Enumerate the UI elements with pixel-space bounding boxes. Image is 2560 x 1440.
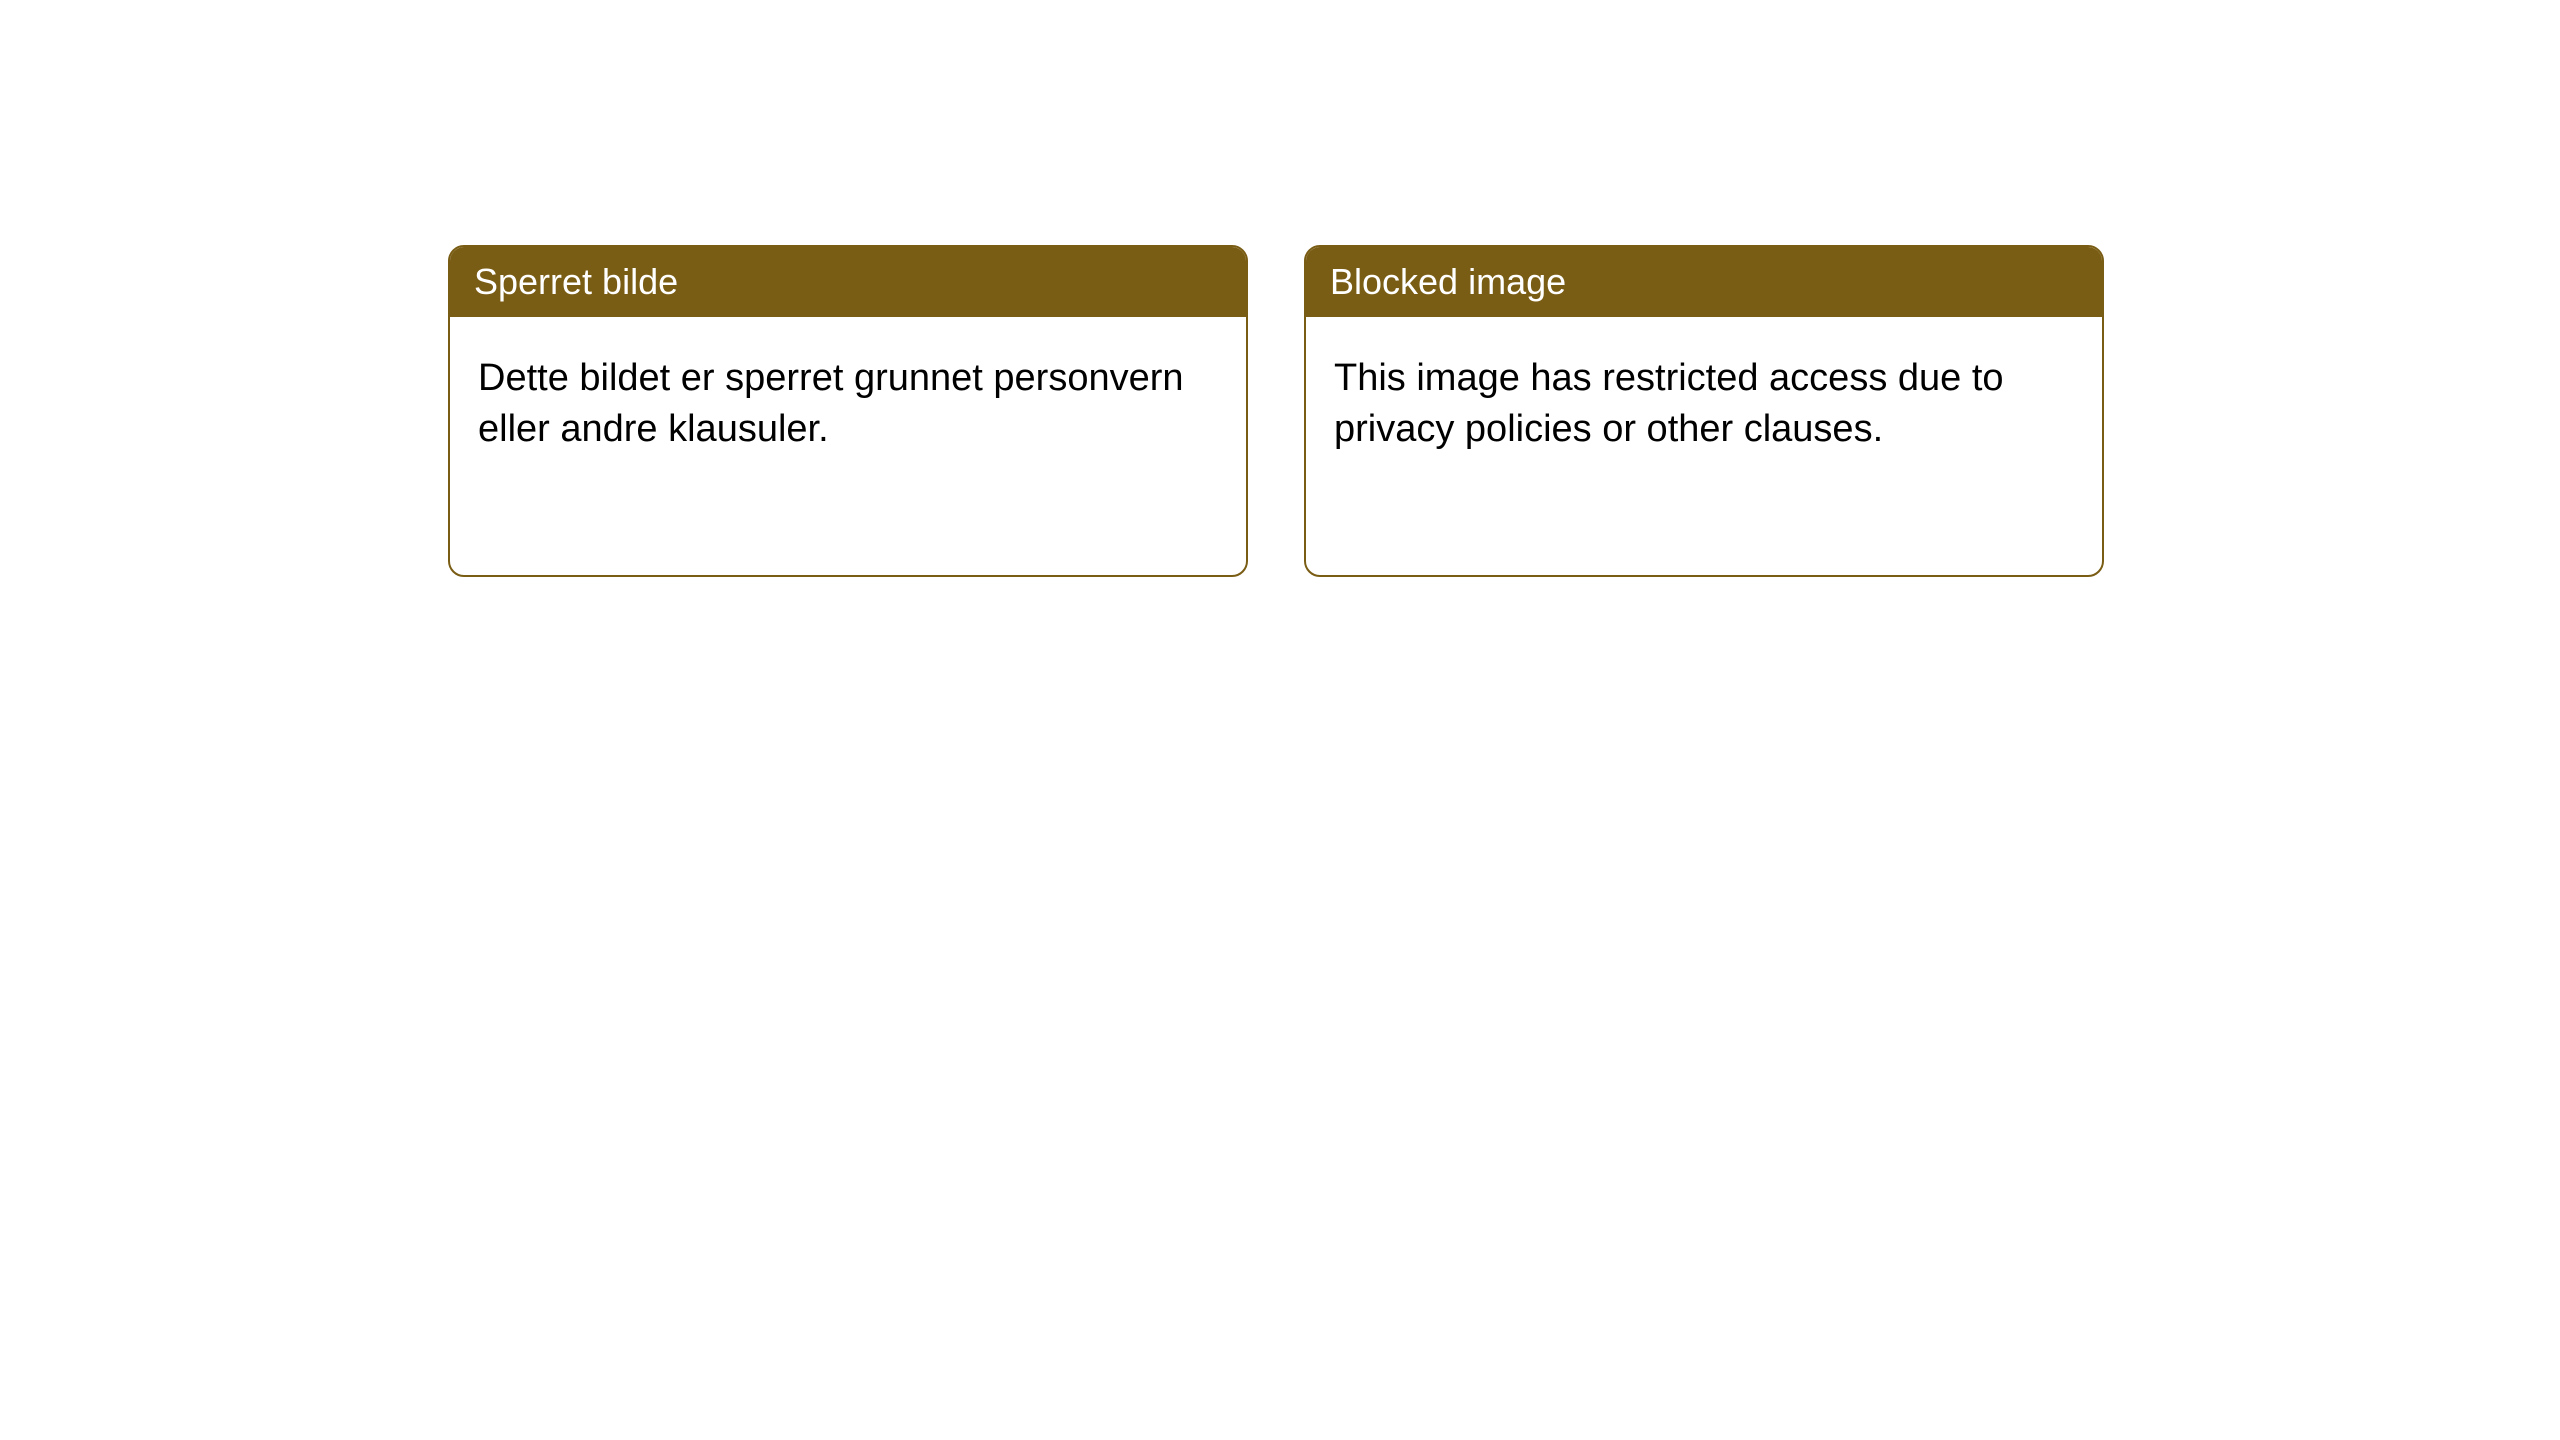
- card-title: Blocked image: [1306, 247, 2102, 317]
- notice-cards-container: Sperret bilde Dette bildet er sperret gr…: [0, 0, 2560, 577]
- notice-card-norwegian: Sperret bilde Dette bildet er sperret gr…: [448, 245, 1248, 577]
- card-body: Dette bildet er sperret grunnet personve…: [450, 317, 1246, 575]
- notice-card-english: Blocked image This image has restricted …: [1304, 245, 2104, 577]
- card-body: This image has restricted access due to …: [1306, 317, 2102, 575]
- card-title: Sperret bilde: [450, 247, 1246, 317]
